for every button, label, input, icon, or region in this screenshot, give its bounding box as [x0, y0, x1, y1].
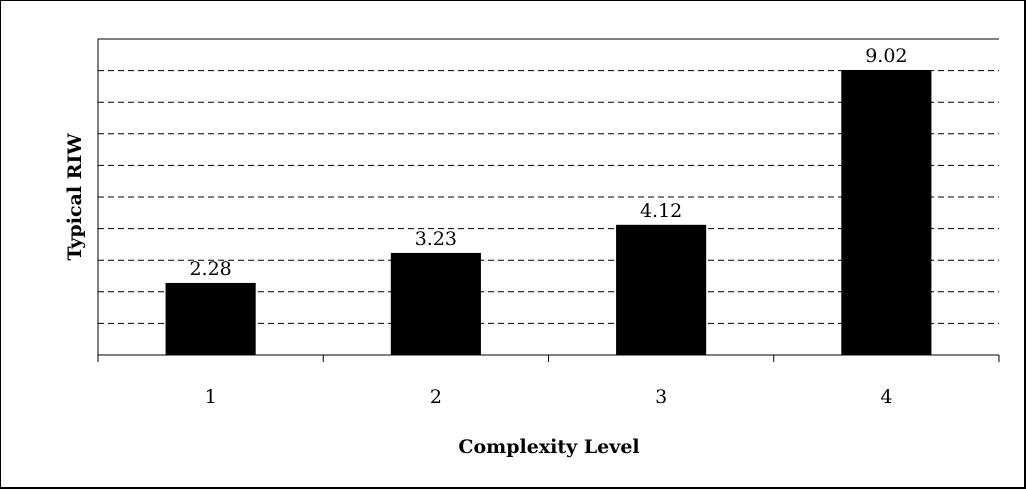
- x-tick-label: 3: [655, 386, 667, 408]
- data-labels: 2.28 3.23 4.12 9.02: [189, 45, 907, 280]
- bar: [390, 252, 481, 355]
- bar-value-label: 9.02: [865, 45, 907, 67]
- bar: [165, 282, 256, 355]
- x-axis-title: Complexity Level: [458, 436, 639, 458]
- bar-value-label: 2.28: [189, 258, 231, 280]
- y-axis-title: Typical RIW: [64, 133, 86, 261]
- bar: [616, 224, 707, 355]
- bar-value-label: 3.23: [415, 228, 457, 250]
- x-tick-label: 1: [205, 386, 217, 408]
- x-tick-label: 4: [880, 386, 892, 408]
- bars: [165, 69, 932, 355]
- bar: [841, 69, 932, 355]
- x-tick-labels: 1 2 3 4: [205, 386, 893, 408]
- bar-value-label: 4.12: [640, 200, 682, 222]
- axes: [97, 39, 1000, 362]
- x-tick-label: 2: [430, 386, 442, 408]
